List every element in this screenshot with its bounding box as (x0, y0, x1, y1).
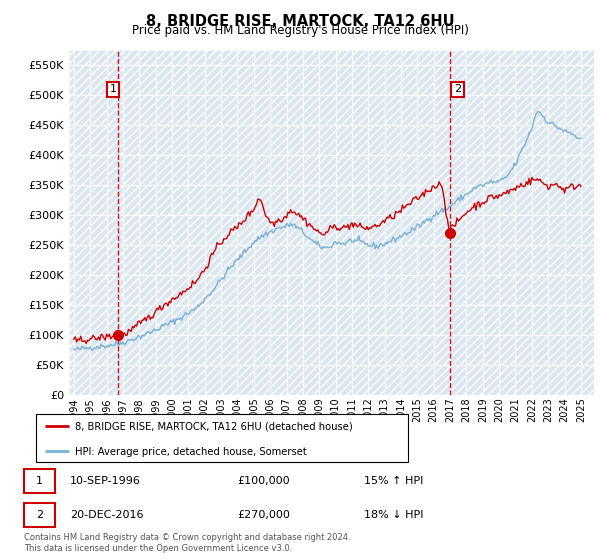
FancyBboxPatch shape (24, 469, 55, 493)
Text: 20-DEC-2016: 20-DEC-2016 (70, 510, 143, 520)
Text: Contains HM Land Registry data © Crown copyright and database right 2024.
This d: Contains HM Land Registry data © Crown c… (24, 533, 350, 553)
Text: HPI: Average price, detached house, Somerset: HPI: Average price, detached house, Some… (75, 446, 307, 456)
FancyBboxPatch shape (24, 503, 55, 528)
Text: Price paid vs. HM Land Registry's House Price Index (HPI): Price paid vs. HM Land Registry's House … (131, 24, 469, 37)
Text: 2: 2 (36, 510, 43, 520)
Text: 1: 1 (109, 85, 116, 94)
Text: £270,000: £270,000 (237, 510, 290, 520)
Text: 8, BRIDGE RISE, MARTOCK, TA12 6HU (detached house): 8, BRIDGE RISE, MARTOCK, TA12 6HU (detac… (75, 422, 353, 432)
Text: £100,000: £100,000 (237, 476, 290, 486)
Text: 1: 1 (36, 476, 43, 486)
Text: 15% ↑ HPI: 15% ↑ HPI (364, 476, 423, 486)
Text: 8, BRIDGE RISE, MARTOCK, TA12 6HU: 8, BRIDGE RISE, MARTOCK, TA12 6HU (146, 14, 454, 29)
Text: 2: 2 (454, 85, 461, 94)
Text: 10-SEP-1996: 10-SEP-1996 (70, 476, 141, 486)
Text: 18% ↓ HPI: 18% ↓ HPI (364, 510, 423, 520)
FancyBboxPatch shape (36, 414, 408, 462)
